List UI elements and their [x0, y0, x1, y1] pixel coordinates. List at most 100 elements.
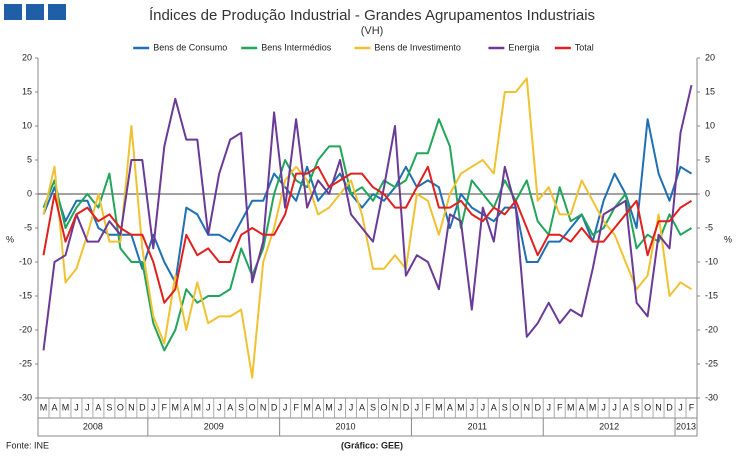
- x-tick-label: M: [194, 402, 202, 412]
- x-tick-label: A: [447, 402, 453, 412]
- x-tick-label: F: [293, 402, 299, 412]
- year-label: 2012: [599, 421, 619, 431]
- data-line: [42, 165, 693, 304]
- x-tick-label: O: [380, 402, 387, 412]
- y2-tick-label: -25: [705, 358, 718, 368]
- x-tick-label: N: [524, 402, 531, 412]
- x-tick-label: J: [415, 402, 420, 412]
- x-tick-label: A: [227, 402, 233, 412]
- x-tick-label: M: [589, 402, 597, 412]
- y-tick-label: -20: [19, 324, 32, 334]
- x-tick-label: S: [370, 402, 376, 412]
- data-line: [42, 118, 693, 352]
- x-tick-label: A: [623, 402, 629, 412]
- legend-label: Bens Intermédios: [261, 42, 332, 52]
- x-tick-label: S: [634, 402, 640, 412]
- y2-tick-label: 0: [705, 188, 710, 198]
- x-tick-label: D: [666, 402, 673, 412]
- x-tick-label: O: [512, 402, 519, 412]
- x-tick-label: J: [206, 402, 211, 412]
- y-tick-label: 5: [27, 154, 32, 164]
- x-tick-label: J: [151, 402, 156, 412]
- x-tick-label: J: [217, 402, 222, 412]
- x-tick-label: J: [283, 402, 288, 412]
- credit: (Gráfico: GEE): [341, 440, 403, 450]
- x-tick-label: M: [325, 402, 333, 412]
- logo-block: [48, 4, 66, 20]
- year-label: 2009: [204, 421, 224, 431]
- y-tick-label: -10: [19, 256, 32, 266]
- y2-tick-label: 10: [705, 120, 715, 130]
- y-tick-label: -15: [19, 290, 32, 300]
- x-tick-label: J: [612, 402, 617, 412]
- y2-tick-label: -20: [705, 324, 718, 334]
- x-tick-label: M: [62, 402, 70, 412]
- y2-tick-label: 5: [705, 154, 710, 164]
- x-tick-label: M: [567, 402, 575, 412]
- y-tick-label: 15: [22, 86, 32, 96]
- legend-label: Energia: [508, 42, 539, 52]
- x-tick-label: M: [457, 402, 465, 412]
- source: Fonte: INE: [6, 440, 49, 450]
- x-tick-label: O: [644, 402, 651, 412]
- x-tick-label: F: [689, 402, 695, 412]
- x-tick-label: N: [655, 402, 662, 412]
- x-tick-label: F: [557, 402, 563, 412]
- y2-tick-label: -30: [705, 392, 718, 402]
- x-tick-label: J: [74, 402, 79, 412]
- y-tick-label: -30: [19, 392, 32, 402]
- y-tick-label: -5: [24, 222, 32, 232]
- y2-tick-label: -15: [705, 290, 718, 300]
- x-tick-label: N: [260, 402, 267, 412]
- x-tick-label: D: [534, 402, 541, 412]
- x-tick-label: A: [95, 402, 101, 412]
- x-tick-label: F: [425, 402, 431, 412]
- y-tick-label: 0: [27, 188, 32, 198]
- y2-tick-label: 20: [705, 52, 715, 62]
- x-tick-label: O: [249, 402, 256, 412]
- y2-axis-label: %: [724, 234, 732, 244]
- x-tick-label: J: [338, 402, 343, 412]
- x-tick-label: M: [172, 402, 180, 412]
- x-tick-label: A: [51, 402, 57, 412]
- x-tick-label: J: [349, 402, 354, 412]
- x-tick-label: A: [359, 402, 365, 412]
- x-tick-label: A: [579, 402, 585, 412]
- x-tick-label: O: [117, 402, 124, 412]
- year-label: 2008: [83, 421, 103, 431]
- data-line: [42, 77, 693, 379]
- x-tick-label: J: [601, 402, 606, 412]
- x-tick-label: S: [238, 402, 244, 412]
- logo-block: [26, 4, 44, 20]
- x-tick-label: M: [40, 402, 48, 412]
- x-tick-label: J: [481, 402, 486, 412]
- logo-block: [4, 4, 22, 20]
- y2-tick-label: -5: [705, 222, 713, 232]
- x-tick-label: A: [491, 402, 497, 412]
- x-tick-label: J: [678, 402, 683, 412]
- x-tick-label: M: [435, 402, 443, 412]
- year-label: 2011: [468, 421, 487, 431]
- legend-label: Bens de Investimento: [374, 42, 461, 52]
- x-tick-label: D: [271, 402, 278, 412]
- chart-subtitle: (VH): [361, 25, 384, 37]
- x-tick-label: M: [303, 402, 311, 412]
- legend-label: Bens de Consumo: [153, 42, 227, 52]
- x-tick-label: D: [139, 402, 146, 412]
- x-tick-label: J: [470, 402, 475, 412]
- y2-tick-label: -10: [705, 256, 718, 266]
- data-line: [42, 84, 693, 351]
- y2-tick-label: 15: [705, 86, 715, 96]
- x-tick-label: A: [315, 402, 321, 412]
- x-tick-label: J: [546, 402, 551, 412]
- x-tick-label: A: [183, 402, 189, 412]
- y-axis-label: %: [6, 234, 14, 244]
- y-tick-label: -25: [19, 358, 32, 368]
- y-tick-label: 10: [22, 120, 32, 130]
- x-tick-label: D: [403, 402, 410, 412]
- chart-title: Índices de Produção Industrial - Grandes…: [149, 7, 595, 24]
- x-tick-label: S: [106, 402, 112, 412]
- legend-label: Total: [575, 42, 594, 52]
- x-tick-label: N: [128, 402, 135, 412]
